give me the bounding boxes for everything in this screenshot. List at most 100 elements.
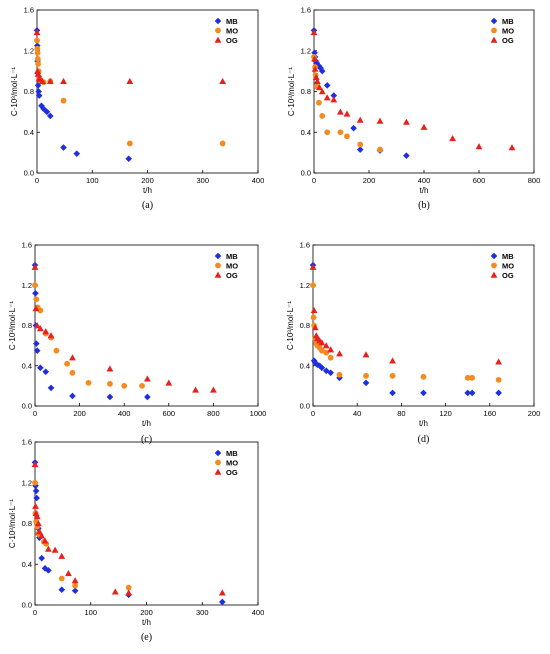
data-point-og xyxy=(126,77,134,85)
data-point-mb xyxy=(45,567,52,574)
panel-b: 0 200 400 600 800 0.0 0.4 0.8 1.2 1.6 t/h C·10³/mol… xyxy=(287,6,540,211)
data-point-og xyxy=(32,304,40,312)
data-point-mo xyxy=(337,129,344,136)
data-point-mb xyxy=(32,487,40,495)
x-axis-label: t/h xyxy=(143,186,152,195)
data-point-og xyxy=(311,324,319,331)
data-point-mb xyxy=(219,598,226,606)
y-tick-label: 0.4 xyxy=(301,128,311,137)
data-point-og xyxy=(420,123,428,130)
data-point-mo xyxy=(35,61,42,67)
data-point-og xyxy=(31,263,39,270)
y-tick-label: 0.4 xyxy=(300,361,310,370)
data-point-og xyxy=(33,512,41,520)
data-point-mo xyxy=(34,56,41,62)
y-tick-label: 1.6 xyxy=(22,241,32,250)
data-point-mo xyxy=(64,360,71,367)
data-point-mb xyxy=(38,554,45,562)
data-point-og xyxy=(38,532,46,539)
y-axis-label: C·10³/mol·L⁻¹ xyxy=(8,499,17,548)
data-point-mb xyxy=(403,152,410,159)
data-point-og xyxy=(327,346,335,353)
data-point-mb xyxy=(330,92,338,99)
x-axis-label: t/h xyxy=(142,419,151,428)
x-tick-label: 200 xyxy=(140,608,153,617)
data-point-og xyxy=(403,118,410,125)
data-point-mb xyxy=(46,112,54,120)
data-point-og xyxy=(310,307,318,314)
x-tick-label: 200 xyxy=(363,176,376,185)
plot-frame xyxy=(34,244,259,407)
data-point-mb xyxy=(42,368,50,376)
series-mb xyxy=(310,27,410,159)
data-point-og xyxy=(323,94,331,101)
x-tick-label: 300 xyxy=(196,608,209,617)
data-point-og xyxy=(33,29,41,36)
legend-label-og: OG xyxy=(502,36,514,45)
data-point-mo xyxy=(32,479,38,486)
data-point-og xyxy=(356,116,364,123)
data-point-mb xyxy=(350,124,357,132)
data-point-og xyxy=(39,77,46,85)
data-point-mo xyxy=(121,382,128,389)
data-point-og xyxy=(218,589,226,596)
x-tick-label: 1000 xyxy=(250,409,267,418)
data-point-mb xyxy=(73,150,81,157)
data-point-og xyxy=(343,110,351,117)
legend-marker-mb xyxy=(214,252,222,260)
legend-label-mb: MB xyxy=(502,17,514,26)
data-point-mo xyxy=(327,354,334,361)
series-og xyxy=(309,263,503,365)
data-point-mb xyxy=(71,587,79,595)
y-tick-label: 1.2 xyxy=(301,46,311,55)
data-point-og xyxy=(309,263,317,270)
data-point-og xyxy=(41,537,49,544)
data-point-mo xyxy=(464,374,471,381)
y-tick-label: 1.2 xyxy=(24,46,34,55)
data-point-og xyxy=(318,88,326,95)
data-point-og xyxy=(65,570,72,577)
data-point-mb xyxy=(69,392,76,400)
legend-label-mo: MO xyxy=(226,26,238,35)
data-point-mb xyxy=(318,364,326,372)
data-point-mo xyxy=(318,347,325,354)
data-point-og xyxy=(310,29,318,36)
data-point-mo xyxy=(107,380,113,387)
data-point-mb xyxy=(32,290,39,297)
data-point-mb xyxy=(33,347,41,354)
data-point-mb xyxy=(47,384,55,392)
data-point-mb xyxy=(33,340,40,347)
data-point-mo xyxy=(37,307,44,314)
y-tick-label: 0.0 xyxy=(24,169,34,178)
data-point-og xyxy=(69,354,76,361)
data-point-mo xyxy=(310,314,317,321)
y-tick-label: 1.6 xyxy=(300,241,310,250)
data-point-og xyxy=(44,545,52,552)
data-point-mb xyxy=(323,82,331,89)
y-tick-label: 0.0 xyxy=(301,169,311,178)
data-point-mo xyxy=(336,371,343,378)
data-point-mo xyxy=(60,97,67,104)
panel-c: 0 200 400 600 800 1000 0.0 0.4 0.8 1.2 1.6 t/h C·10³… xyxy=(8,241,266,445)
x-tick-label: 0 xyxy=(311,409,315,418)
data-point-mo xyxy=(420,373,427,380)
data-point-og xyxy=(165,379,173,386)
x-tick-label: 400 xyxy=(252,608,265,617)
data-point-og xyxy=(125,589,133,596)
data-point-og xyxy=(47,332,55,339)
data-point-mo xyxy=(32,282,38,289)
legend-label-og: OG xyxy=(226,468,238,477)
data-point-og xyxy=(143,375,151,382)
legend-marker-mb xyxy=(490,252,498,260)
data-point-mb xyxy=(60,144,67,151)
panel-tag: (b) xyxy=(418,200,430,211)
data-point-mb xyxy=(106,393,114,401)
data-point-mo xyxy=(495,376,502,383)
legend-marker-mb xyxy=(214,17,222,25)
data-point-og xyxy=(362,351,370,358)
x-tick-label: 800 xyxy=(207,409,220,418)
data-point-mo xyxy=(69,369,76,376)
plot-frame xyxy=(34,441,259,606)
data-point-mb xyxy=(420,389,427,397)
